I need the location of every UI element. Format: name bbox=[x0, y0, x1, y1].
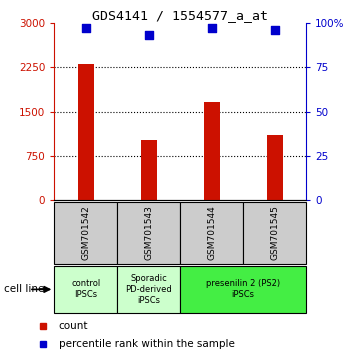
Bar bbox=[180, 266, 306, 313]
Bar bbox=[141, 140, 157, 200]
Text: GSM701544: GSM701544 bbox=[207, 205, 216, 260]
Bar bbox=[267, 135, 283, 200]
Bar bbox=[117, 202, 180, 264]
Bar bbox=[117, 266, 180, 313]
Text: GSM701543: GSM701543 bbox=[144, 205, 153, 260]
Text: GSM701545: GSM701545 bbox=[270, 205, 279, 260]
Text: GSM701542: GSM701542 bbox=[81, 205, 90, 260]
Text: presenilin 2 (PS2)
iPSCs: presenilin 2 (PS2) iPSCs bbox=[206, 279, 280, 299]
Bar bbox=[78, 64, 94, 200]
Bar bbox=[54, 202, 117, 264]
Title: GDS4141 / 1554577_a_at: GDS4141 / 1554577_a_at bbox=[92, 9, 268, 22]
Bar bbox=[180, 202, 243, 264]
Point bbox=[209, 25, 215, 31]
Text: percentile rank within the sample: percentile rank within the sample bbox=[59, 339, 234, 349]
Text: control
IPSCs: control IPSCs bbox=[71, 279, 100, 299]
Point bbox=[272, 27, 278, 33]
Text: Sporadic
PD-derived
iPSCs: Sporadic PD-derived iPSCs bbox=[125, 274, 172, 305]
Text: count: count bbox=[59, 321, 88, 331]
Point bbox=[146, 33, 152, 38]
Bar bbox=[204, 102, 220, 200]
Point bbox=[83, 25, 89, 31]
Text: cell line: cell line bbox=[4, 284, 44, 295]
Bar bbox=[54, 266, 117, 313]
Bar bbox=[243, 202, 306, 264]
